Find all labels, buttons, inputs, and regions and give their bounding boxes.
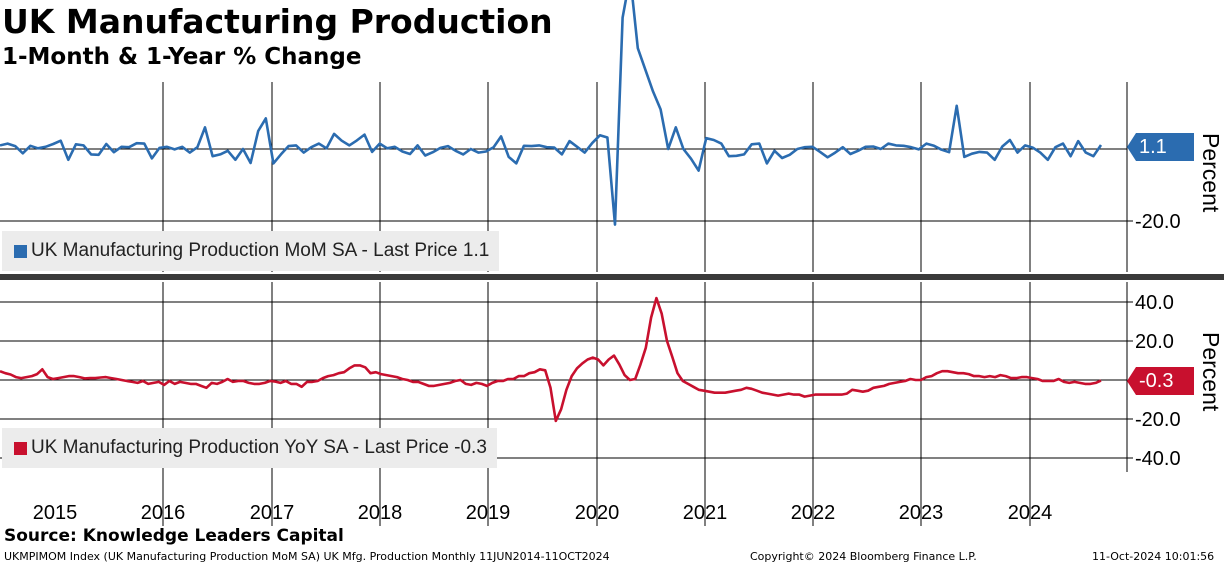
timestamp: 11-Oct-2024 10:01:56 <box>1092 550 1215 563</box>
yoy-legend: UK Manufacturing Production YoY SA - Las… <box>2 428 497 468</box>
chart-subtitle: 1-Month & 1-Year % Change <box>2 44 362 70</box>
x-tick-label-2017: 2017 <box>250 502 295 524</box>
yoy-ytick-label-3: -40.0 <box>1135 448 1181 470</box>
x-tick-label-2022: 2022 <box>791 502 836 524</box>
yoy-last-price-tag-shape <box>1127 367 1194 395</box>
yoy-last-price-value: -0.3 <box>1139 369 1174 392</box>
yoy-ytick-label-0: 40.0 <box>1135 292 1174 314</box>
mom-series-line <box>0 0 1103 226</box>
mom-legend-swatch <box>14 244 27 258</box>
source-note: Source: Knowledge Leaders Capital <box>4 526 344 546</box>
mom-last-price-value: 1.1 <box>1139 135 1167 158</box>
ticker-line: UKMPIMOM Index (UK Manufacturing Product… <box>4 550 610 563</box>
yoy-ytick-label-2: -20.0 <box>1135 409 1181 431</box>
yoy-last-price-tag: -0.3 <box>1127 367 1194 395</box>
mom-ytick-label-0: -20.0 <box>1135 211 1181 233</box>
x-tick-label-2019: 2019 <box>466 502 511 524</box>
x-tick-label-2024: 2024 <box>1008 502 1053 524</box>
yoy-legend-text: UK Manufacturing Production YoY SA - Las… <box>31 437 487 458</box>
yoy-series-line <box>0 296 1102 423</box>
x-tick-label-2020: 2020 <box>575 502 620 524</box>
x-tick-label-2023: 2023 <box>899 502 944 524</box>
mom-axis-label: Percent <box>1198 133 1224 213</box>
mom-last-price-tag: 1.1 <box>1127 133 1194 161</box>
x-tick-label-2016: 2016 <box>141 502 186 524</box>
panel-divider <box>0 274 1224 280</box>
mom-legend: UK Manufacturing Production MoM SA - Las… <box>2 231 500 271</box>
mom-legend-text: UK Manufacturing Production MoM SA - Las… <box>31 240 490 261</box>
mom-last-price-tag-shape <box>1127 133 1194 161</box>
yoy-legend-swatch <box>14 441 27 455</box>
x-tick-label-2021: 2021 <box>683 502 728 524</box>
x-tick-label-2018: 2018 <box>358 502 403 524</box>
chart-title: UK Manufacturing Production <box>2 2 553 41</box>
copyright: Copyright© 2024 Bloomberg Finance L.P. <box>750 550 977 563</box>
yoy-axis-label: Percent <box>1198 332 1224 412</box>
x-tick-label-2015: 2015 <box>33 502 78 524</box>
yoy-ytick-label-1: 20.0 <box>1135 331 1174 353</box>
